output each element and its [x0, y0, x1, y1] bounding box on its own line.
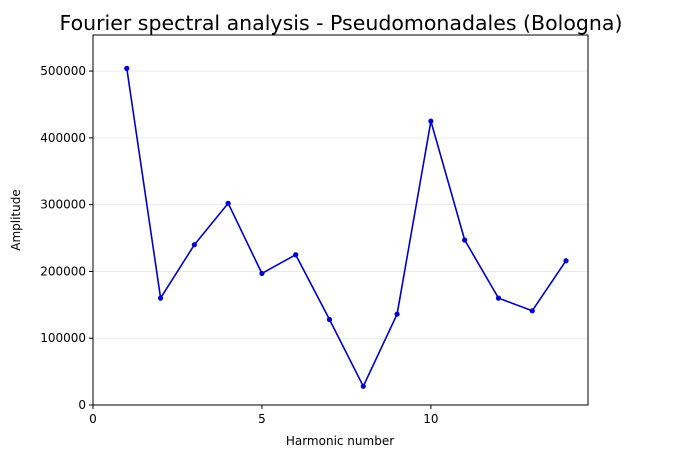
- x-tick-label: 5: [258, 412, 266, 426]
- y-tick-label: 300000: [40, 198, 86, 212]
- data-point: [563, 258, 569, 264]
- y-axis-label: Amplitude: [9, 189, 23, 251]
- data-point: [462, 237, 468, 243]
- y-tick-label: 500000: [40, 64, 86, 78]
- grid-lines: [93, 70, 588, 339]
- y-tick-label: 100000: [40, 331, 86, 345]
- data-point: [326, 316, 333, 323]
- data-point: [529, 308, 535, 314]
- data-point: [495, 295, 502, 301]
- x-tick-label: 0: [89, 412, 97, 426]
- data-point: [124, 65, 130, 71]
- y-axis-ticks: 0 100000 200000 300000 400000 500000: [40, 64, 93, 412]
- x-axis-label: Harmonic number: [286, 434, 394, 448]
- y-tick-label: 200000: [40, 264, 86, 278]
- chart-title: Fourier spectral analysis - Pseudomonada…: [60, 11, 623, 35]
- data-point: [225, 200, 231, 206]
- x-axis-ticks: 0 5 10: [89, 405, 439, 426]
- plot-area-frame: [92, 34, 589, 406]
- x-tick-label: 10: [423, 412, 438, 426]
- y-tick-label: 400000: [40, 131, 86, 145]
- data-point: [428, 118, 434, 124]
- data-point: [259, 270, 265, 277]
- data-point: [293, 252, 299, 258]
- series-line: [126, 68, 567, 388]
- data-point: [157, 295, 164, 301]
- data-point: [191, 242, 197, 248]
- data-point: [360, 383, 366, 389]
- data-series: [124, 65, 569, 389]
- y-tick-label: 0: [78, 398, 86, 412]
- data-point: [394, 311, 400, 317]
